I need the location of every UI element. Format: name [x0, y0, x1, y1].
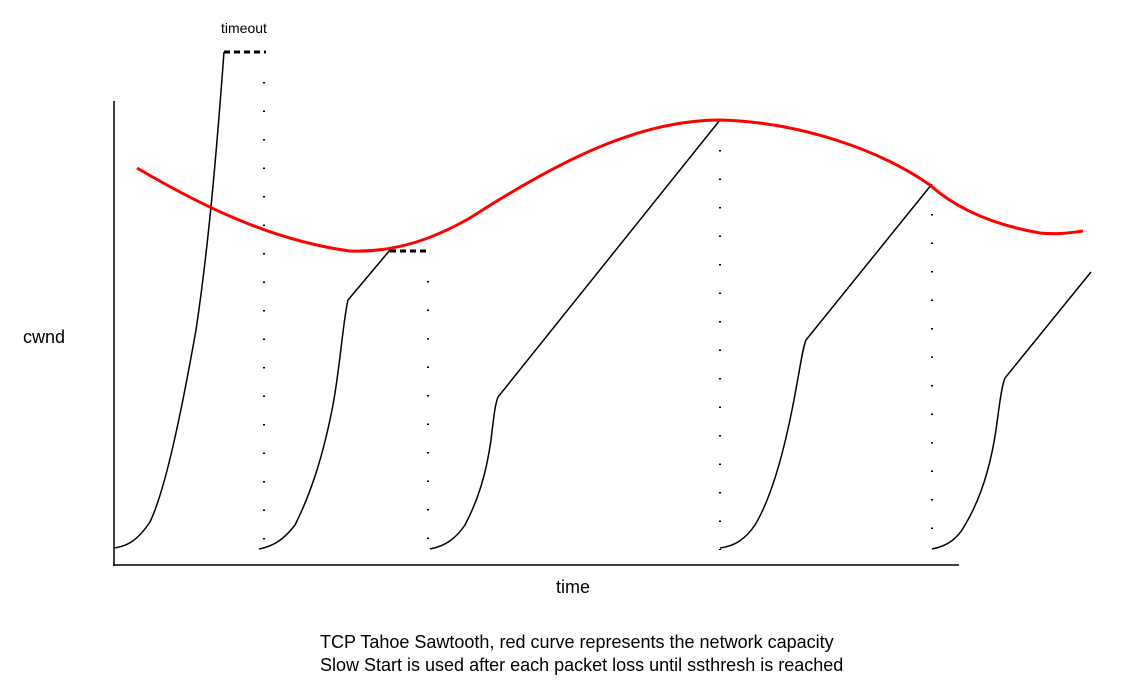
cwnd-cycle-4	[719, 183, 933, 549]
caption-line-1: TCP Tahoe Sawtooth, red curve represents…	[320, 632, 834, 652]
y-axis-label: cwnd	[23, 327, 66, 347]
cwnd-cycle-1	[113, 51, 225, 549]
timeout-annotation: timeout	[221, 20, 267, 36]
caption-line-2: Slow Start is used after each packet los…	[320, 655, 844, 675]
x-axis-label: time	[556, 577, 591, 597]
network-capacity-curve	[136, 118, 1084, 253]
cwnd-cycle-3	[429, 119, 721, 550]
cwnd-cycle-5	[931, 271, 1092, 550]
cwnd-cycle-2	[258, 249, 391, 550]
